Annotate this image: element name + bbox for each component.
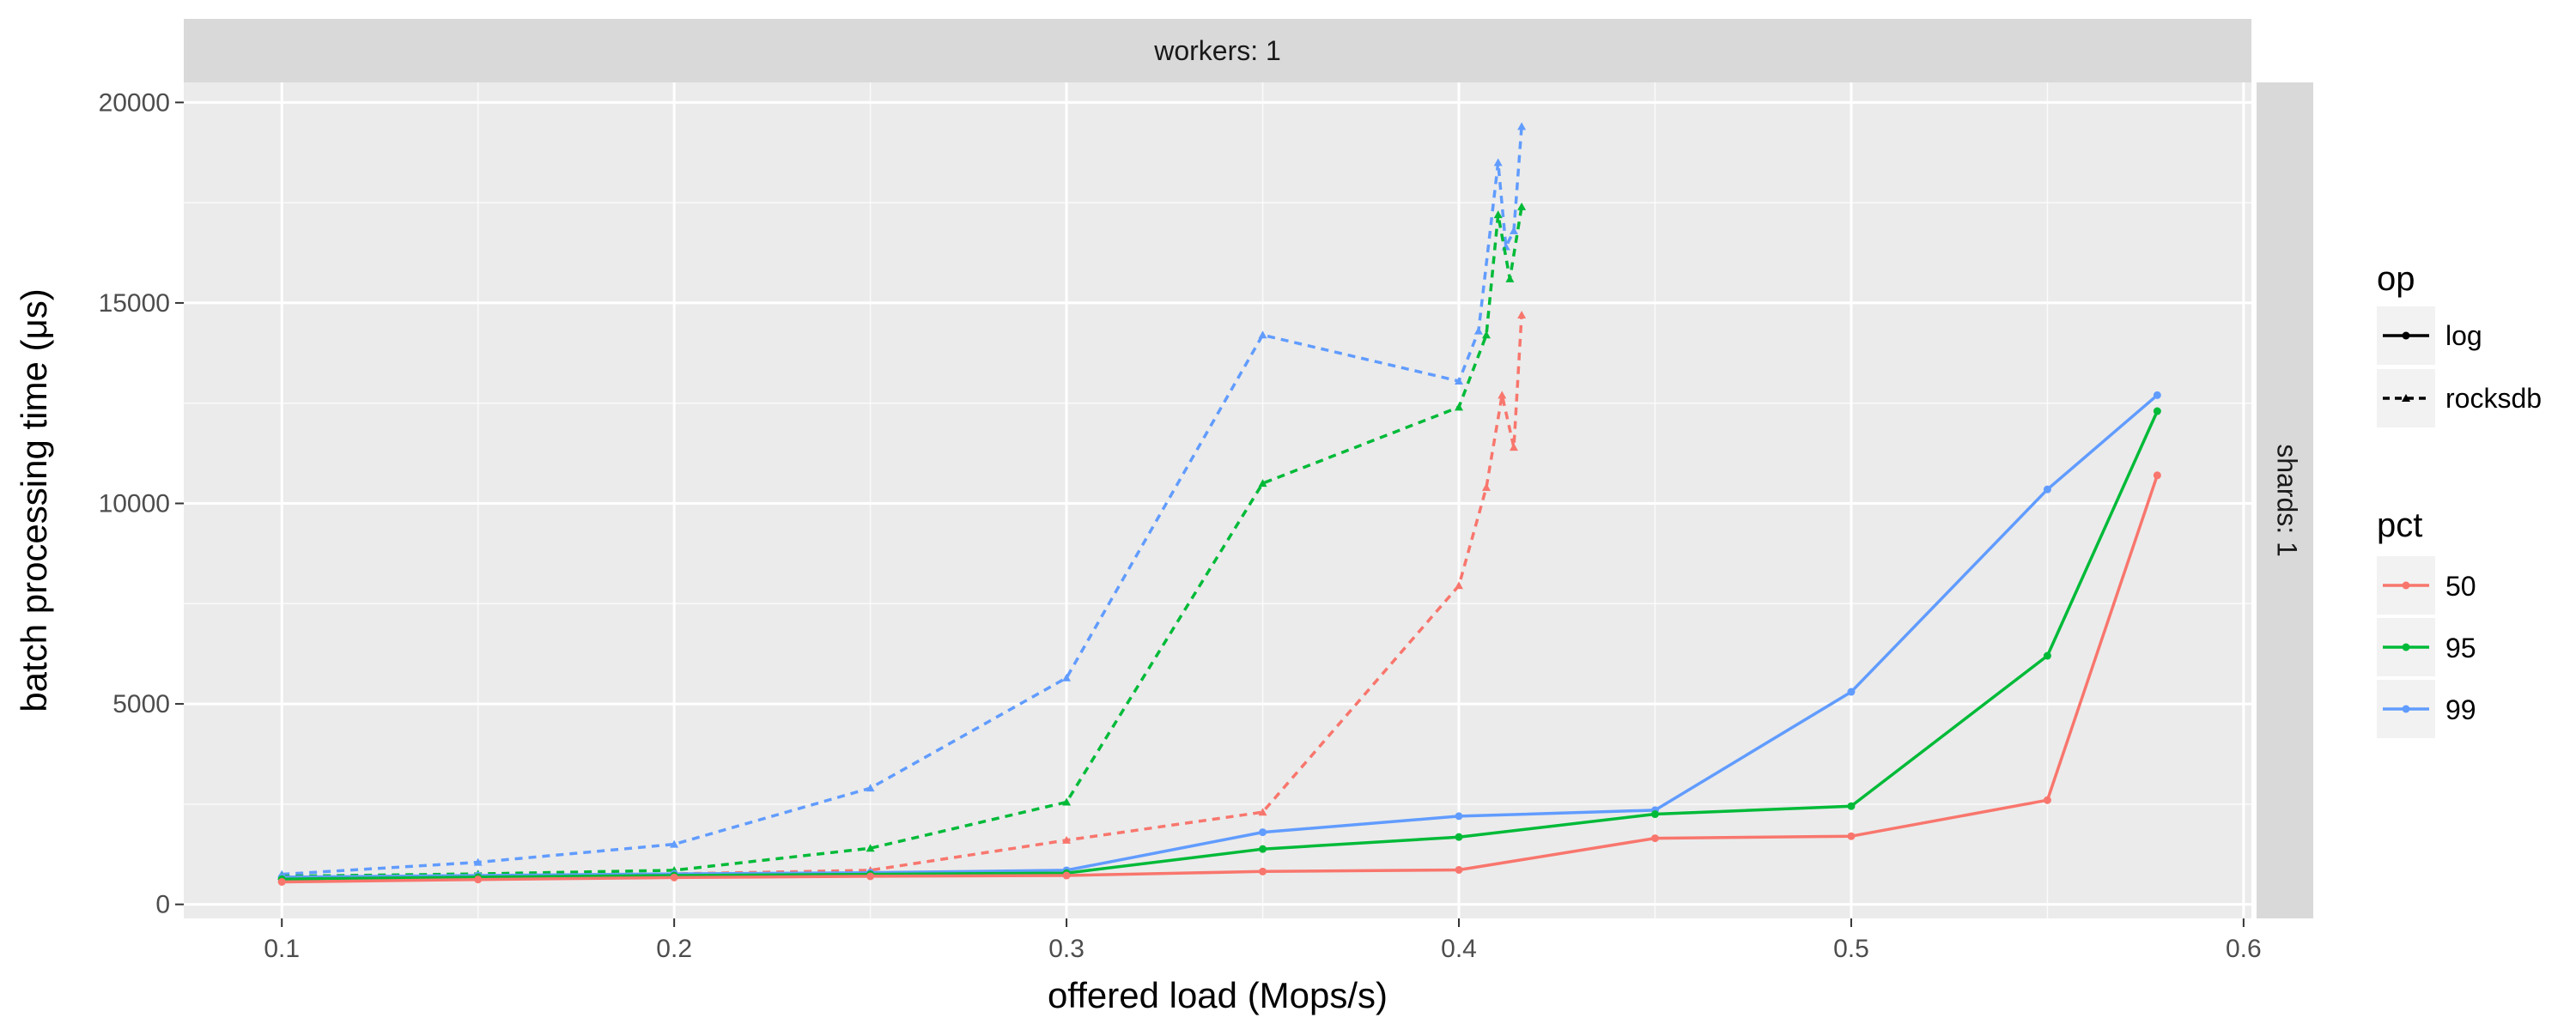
plot-panel — [184, 82, 2251, 918]
point-log-50 — [1455, 865, 1463, 874]
legend-key-50-swatch — [2383, 581, 2429, 590]
x-tick-label: 0.1 — [264, 935, 300, 963]
point-log-50 — [1259, 867, 1267, 876]
point-log-50 — [670, 873, 678, 882]
point-rocksdb-99 — [1258, 330, 1267, 339]
point-log-50 — [2153, 471, 2161, 480]
legend-label-99: 99 — [2445, 694, 2476, 725]
point-log-50 — [1062, 871, 1071, 880]
legend-pct-title: pct — [2377, 506, 2422, 544]
grid-major — [184, 82, 2251, 918]
point-rocksdb-95 — [1517, 202, 1527, 210]
x-tick-label: 0.4 — [1441, 935, 1477, 963]
y-tick-label: 0 — [155, 891, 170, 919]
x-tick-label: 0.2 — [656, 935, 692, 963]
legend-op-title: op — [2377, 260, 2415, 298]
right-strip-label: shards: 1 — [2272, 444, 2303, 557]
point-rocksdb-50 — [1517, 310, 1527, 318]
point-log-95 — [1259, 845, 1267, 853]
legend-swatch-rocksdb-marker — [2402, 394, 2410, 402]
legend-label-95: 95 — [2445, 633, 2476, 663]
series-rocksdb-99 — [277, 122, 1527, 878]
point-log-50 — [1650, 834, 1659, 843]
legend-key-99-swatch — [2383, 705, 2429, 713]
point-rocksdb-95 — [1062, 797, 1072, 806]
point-rocksdb-99 — [1509, 226, 1518, 234]
series-line-rocksdb-50 — [282, 314, 1523, 881]
x-tick-label: 0.5 — [1833, 935, 1869, 963]
series-layer — [277, 122, 2161, 886]
point-rocksdb-95 — [1258, 479, 1267, 488]
point-rocksdb-50 — [1509, 443, 1518, 451]
point-log-50 — [277, 877, 286, 886]
y-tick-label: 10000 — [99, 490, 170, 518]
point-rocksdb-95 — [866, 844, 875, 852]
x-tick-label: 0.6 — [2226, 935, 2262, 963]
point-log-95 — [2153, 407, 2161, 415]
point-log-50 — [474, 876, 483, 884]
point-log-99 — [2043, 485, 2051, 494]
legend-key-95-swatch — [2383, 643, 2429, 651]
series-line-rocksdb-99 — [282, 126, 1523, 876]
point-rocksdb-50 — [1498, 391, 1507, 399]
point-rocksdb-99 — [1455, 377, 1464, 385]
legend-pct: pct 50 95 99 — [2377, 506, 2476, 738]
point-log-99 — [1259, 828, 1267, 837]
top-strip — [184, 19, 2251, 82]
series-line-rocksdb-95 — [282, 206, 1523, 878]
y-axis-title: batch processing time (μs) — [14, 288, 54, 712]
point-log-50 — [866, 872, 875, 881]
x-tick-label: 0.3 — [1048, 935, 1084, 963]
legend-key-log-swatch — [2383, 331, 2429, 340]
point-log-95 — [1847, 802, 1856, 810]
point-rocksdb-95 — [1455, 403, 1464, 411]
point-log-95 — [2043, 651, 2051, 660]
point-rocksdb-95 — [1481, 330, 1491, 339]
legend-swatch-50-marker — [2402, 581, 2410, 590]
legend-swatch-99-marker — [2402, 705, 2410, 713]
y-tick-label: 15000 — [99, 289, 170, 318]
series-log-50 — [277, 471, 2161, 886]
point-rocksdb-50 — [1481, 482, 1491, 491]
point-log-99 — [2153, 391, 2161, 399]
point-log-95 — [1455, 833, 1463, 841]
legend-label-rocksdb: rocksdb — [2445, 383, 2542, 414]
y-tick-label: 20000 — [99, 88, 170, 117]
point-rocksdb-99 — [1493, 158, 1503, 167]
point-rocksdb-99 — [1062, 673, 1072, 682]
point-rocksdb-99 — [1473, 326, 1483, 335]
point-rocksdb-99 — [473, 857, 483, 866]
point-rocksdb-50 — [1258, 808, 1267, 816]
legend-swatch-log-marker — [2402, 331, 2410, 340]
top-strip-label: workers: 1 — [1153, 35, 1281, 66]
right-strip — [2257, 82, 2313, 918]
x-axis-title: offered load (Mops/s) — [1048, 975, 1388, 1015]
point-rocksdb-99 — [866, 784, 875, 792]
point-log-95 — [1650, 810, 1659, 819]
point-log-99 — [1847, 688, 1856, 696]
point-rocksdb-99 — [1517, 122, 1527, 130]
point-log-99 — [1455, 812, 1463, 821]
legend-label-50: 50 — [2445, 571, 2476, 602]
point-rocksdb-95 — [1493, 210, 1503, 219]
point-log-50 — [1847, 832, 1856, 840]
x-axis: 0.1 0.2 0.3 0.4 0.5 0.6 — [264, 918, 2262, 963]
grid-minor — [184, 82, 2251, 918]
legend-op: op log rocksdb — [2377, 260, 2542, 427]
point-rocksdb-95 — [1505, 274, 1515, 282]
y-tick-label: 5000 — [112, 690, 170, 718]
y-axis: 0 5000 10000 15000 20000 — [99, 88, 184, 919]
legend-label-log: log — [2445, 320, 2482, 351]
point-rocksdb-50 — [1455, 581, 1464, 590]
point-rocksdb-50 — [1062, 835, 1072, 844]
legend-swatch-95-marker — [2402, 643, 2410, 651]
legend-key-rocksdb-swatch — [2383, 394, 2429, 402]
point-rocksdb-99 — [670, 839, 679, 848]
point-log-50 — [2043, 796, 2051, 804]
